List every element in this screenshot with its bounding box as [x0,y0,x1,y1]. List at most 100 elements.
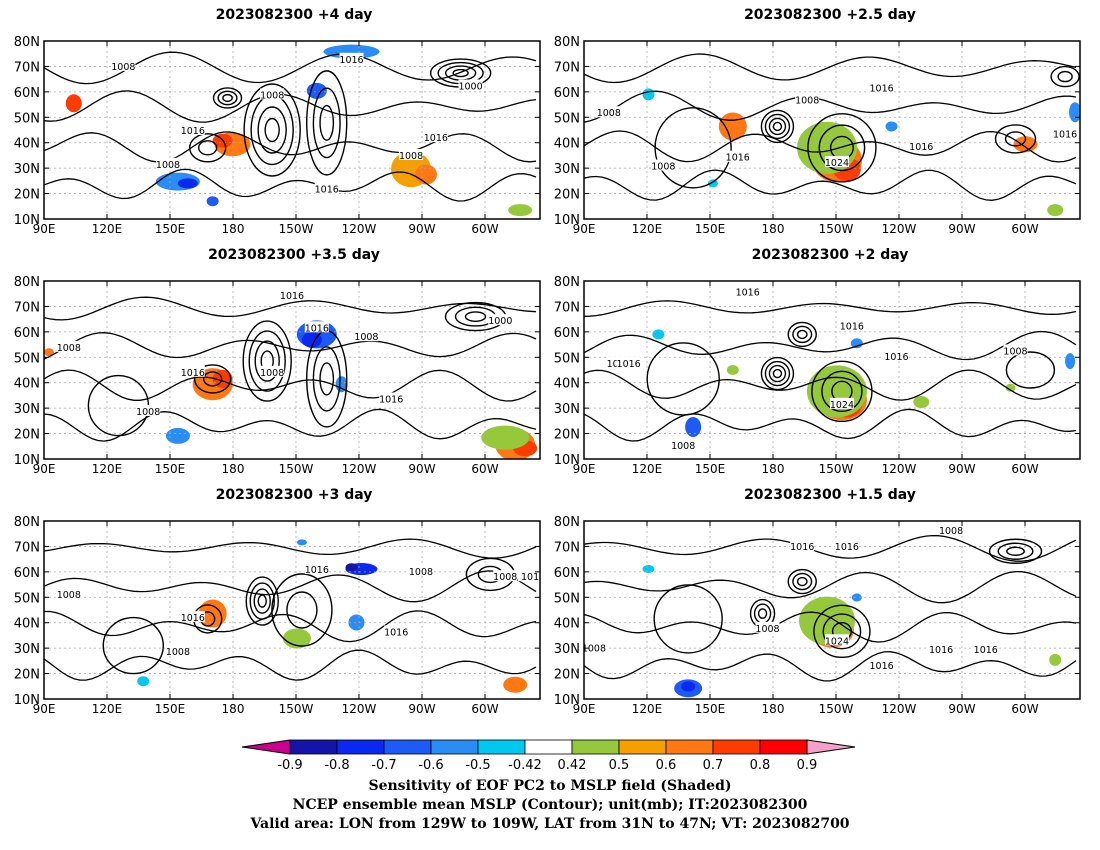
lat-tick-label: 60N [14,566,40,581]
lat-tick-label: 30N [14,402,40,417]
pressure-centre-contour [807,113,877,183]
lat-tick-label: 70N [554,540,580,555]
isobar-contour [584,300,1077,317]
lon-tick-label: 120W [882,702,917,716]
sensitivity-shading [681,681,696,692]
lat-tick-label: 50N [554,591,580,606]
sensitivity-shading [1047,204,1064,217]
caption-shaded: Sensitivity of EOF PC2 to MSLP field (Sh… [368,778,732,794]
isobar-contour [584,369,1077,401]
map-frame [43,520,541,700]
colorbar-segment [571,739,620,755]
contour-label: 1016 [840,322,864,333]
lat-tick-label: 70N [554,300,580,315]
map-panel-1: 10161008100810001016100810161008101680N7… [14,35,541,236]
lon-tick-label: 90W [948,702,975,716]
isobar-contour [44,369,537,402]
contour-label: 1008 [260,90,284,101]
lat-tick-label: 80N [554,515,580,530]
contour-label: 1016 [181,613,205,624]
isobar-contour [44,408,537,442]
contour-label: 1008 [409,567,433,578]
pressure-centre-contour [757,608,768,619]
lon-tick-label: 90E [33,222,56,236]
pressure-centre-contour [821,370,863,413]
lat-tick-label: 60N [554,326,580,341]
pressure-centre-contour [249,582,275,620]
sensitivity-shading [503,676,528,693]
contour-label: 1016 [384,627,408,638]
pressure-centre-contour [248,330,286,392]
sensitivity-shading [685,416,702,437]
colorbar-label: 0.6 [656,758,677,773]
panel-title-6: 2023082300 +1.5 day [744,487,916,503]
lat-tick-label: 50N [14,351,40,366]
lon-tick-label: 120W [882,222,917,236]
pressure-centre-contour [997,542,1034,560]
colorbar-segment [430,739,479,755]
colorbar-segment [289,739,338,755]
lon-tick-label: 90E [573,702,596,716]
lon-tick-label: 180 [222,702,245,716]
lon-tick-label: 120W [342,462,377,476]
sensitivity-shading [206,196,219,207]
colorbar-label: -0.6 [418,758,443,773]
colorbar-label: 0.9 [797,758,818,773]
pressure-centre-contour [319,104,335,141]
contour-label: 101 [521,572,539,583]
lat-tick-label: 20N [14,188,40,203]
lat-tick-label: 50N [554,111,580,126]
contour-label: 1016 [726,153,750,164]
lat-tick-label: 40N [14,617,40,632]
isobar-contour [584,408,1077,442]
lon-tick-label: 150W [279,702,314,716]
colorbar-label: -0.42 [508,758,542,773]
lat-tick-label: 10N [554,693,580,708]
isobar-contour [44,538,537,559]
pressure-centre-contour [188,133,227,163]
lon-tick-label: 120E [632,702,663,716]
contour-label: 1016 [929,645,953,656]
colorbar-label: 0.7 [703,758,724,773]
pressure-centre-contour [319,362,335,396]
map-background [44,521,540,699]
contour-label: 1016 [305,565,329,576]
sensitivity-shading [165,427,190,444]
isobar-contour [44,131,537,163]
pressure-centre-contour [772,368,783,379]
colorbar-segment [383,739,432,755]
panel-title-2: 2023082300 +2.5 day [744,7,916,23]
pressure-centre-contour [193,364,232,394]
lat-tick-label: 20N [554,188,580,203]
lon-tick-label: 120W [342,702,377,716]
lon-tick-label: 120E [632,222,663,236]
colorbar: -0.9 -0.8 -0.7 -0.6 -0.5 -0.42 0.42 0.5 0.6 0.7 0.… [241,739,856,773]
lat-tick-label: 40N [554,137,580,152]
lat-tick-label: 20N [14,668,40,683]
pressure-centre-contour [792,325,813,344]
contour-label: 1016 [909,142,933,153]
pressure-centre-contour [822,613,862,650]
lat-tick-label: 70N [14,300,40,315]
contour-label: 1016 [280,291,304,302]
colorbar-label: -0.9 [277,758,302,773]
sensitivity-shading [481,425,530,450]
pressure-centre-contour [102,616,164,675]
sensitivity-map-panels: 10161008100810001016100810161008101680N7… [14,35,1081,716]
contour-label: 1008 [597,108,621,119]
pressure-centre-contour [1050,65,1080,88]
lat-tick-label: 80N [14,35,40,50]
colorbar-segment [618,739,667,755]
pressure-centre-contour [764,360,791,387]
colorbar-segment [712,739,761,755]
lon-tick-label: 120E [92,222,123,236]
lon-tick-label: 150E [695,222,726,236]
contour-label: 1000 [458,82,482,93]
map-panel-4: 1016101610161008101610161024100880N70N60… [554,275,1081,476]
sensitivity-shading [652,329,665,340]
pressure-centre-contour [796,329,808,340]
sensitivity-shading [301,331,322,348]
lon-tick-label: 180 [762,702,785,716]
lat-tick-label: 10N [14,213,40,228]
isobar-contour [584,90,1077,123]
